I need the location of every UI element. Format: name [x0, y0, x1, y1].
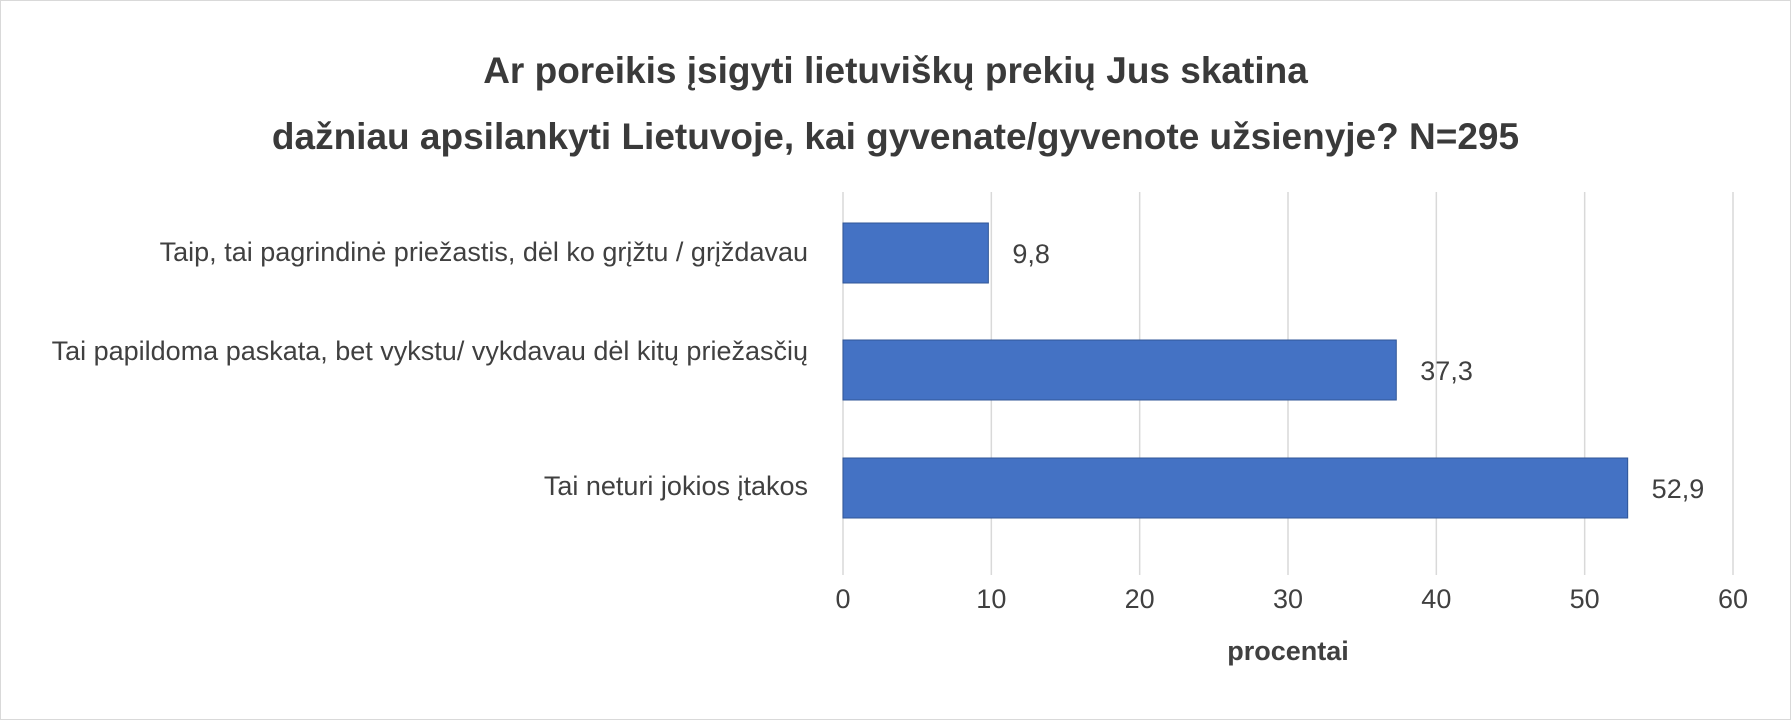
x-tick-label-20: 20	[1125, 584, 1155, 614]
category-label-2: Tai papildoma paskata, bet vykstu/ vykda…	[51, 336, 808, 366]
category-label-3: Tai neturi jokios įtakos	[543, 471, 808, 501]
chart-title-line-2: dažniau apsilankyti Lietuvoje, kai gyven…	[271, 116, 1520, 157]
x-tick-label-50: 50	[1570, 584, 1600, 614]
data-label-3: 52,9	[1652, 474, 1705, 504]
data-label-2: 37,3	[1420, 356, 1473, 386]
x-tick-label-40: 40	[1421, 584, 1451, 614]
bar-3	[842, 457, 1629, 519]
x-tick-label-0: 0	[835, 584, 850, 614]
bar-1	[842, 222, 989, 284]
x-tick-label-60: 60	[1718, 584, 1748, 614]
data-label-1: 9,8	[1012, 239, 1050, 269]
bar-2	[842, 339, 1397, 401]
chart-title-line-1: Ar poreikis įsigyti lietuviškų prekių Ju…	[483, 50, 1308, 91]
x-tick-label-30: 30	[1273, 584, 1303, 614]
chart-title: Ar poreikis įsigyti lietuviškų prekių Ju…	[0, 38, 1791, 170]
x-axis-title: procentai	[1227, 636, 1349, 666]
category-label-1: Taip, tai pagrindinė priežastis, dėl ko …	[159, 237, 808, 267]
x-tick-label-10: 10	[976, 584, 1006, 614]
